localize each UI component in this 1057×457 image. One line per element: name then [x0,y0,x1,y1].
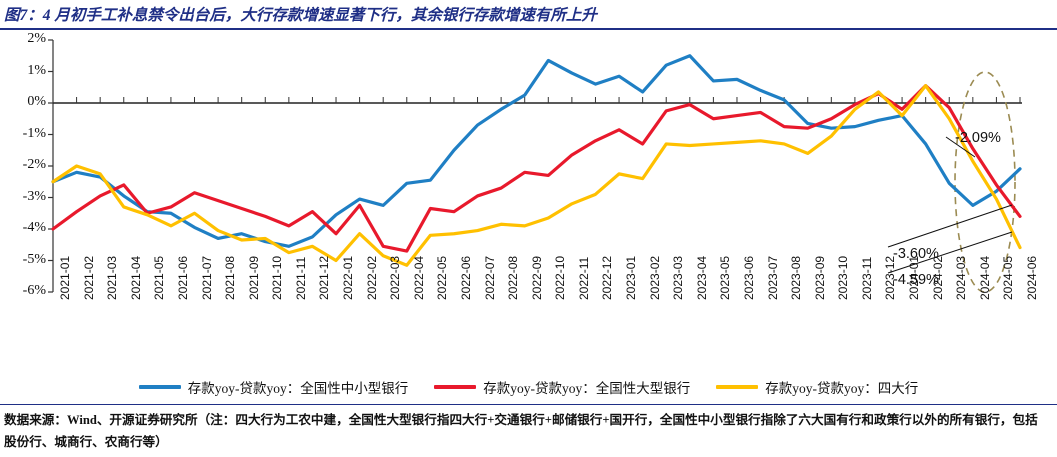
x-axis-tick-label: 2023-04 [694,255,709,300]
line-chart-plot [48,39,1022,293]
x-axis-tick-label: 2023-05 [718,255,733,300]
x-axis-tick-label: 2021-12 [317,255,332,300]
x-axis-tick-label: 2023-02 [647,255,662,300]
x-axis-tick-label: 2021-07 [199,255,214,300]
page-title: 图7：4 月初手工补息禁令出台后，大行存款增速显著下行，其余银行存款增速有所上升 [4,7,597,24]
legend-label: 存款yoy-贷款yoy：四大行 [765,381,919,396]
x-axis-tick-label: 2024-06 [1025,255,1039,300]
x-axis-tick-label: 2023-09 [812,255,827,300]
y-axis-tick-label: -1% [22,125,46,141]
x-axis-tick-label: 2023-08 [789,255,804,300]
y-axis-tick-label: -5% [22,251,46,267]
red-end-label: -3.60% [893,246,939,262]
legend-color-swatch [434,385,477,389]
x-axis-tick-label: 2023-01 [624,255,639,300]
legend-item[interactable]: 存款yoy-贷款yoy：全国性大型银行 [434,377,690,397]
x-axis-tick-label: 2024-05 [1001,255,1016,300]
y-axis-tick-label: -4% [22,220,46,235]
x-axis-tick-label: 2022-06 [458,255,473,300]
legend-color-swatch [716,385,759,389]
x-axis-tick-label: 2022-05 [435,255,450,300]
x-axis-tick-label: 2023-06 [741,255,756,300]
x-axis-tick-label: 2021-11 [293,256,308,300]
legend-item[interactable]: 存款yoy-贷款yoy：四大行 [716,377,918,397]
x-axis-tick-label: 2023-07 [765,255,780,300]
x-axis-tick-label: 2021-03 [105,255,120,300]
legend-label: 存款yoy-贷款yoy：全国性中小型银行 [187,381,409,396]
y-axis-tick-label: 1% [27,62,46,78]
y-axis-tick-label: -6% [22,283,46,298]
y-axis-tick-label: 0% [27,94,46,109]
figure-title-bar: 图7：4 月初手工补息禁令出台后，大行存款增速显著下行，其余银行存款增速有所上升 [0,0,1057,30]
footer-divider [0,404,1057,405]
x-axis-tick-label: 2022-01 [341,255,356,300]
x-axis-tick-label: 2021-09 [246,255,261,300]
legend-label: 存款yoy-贷款yoy：全国性大型银行 [483,381,691,396]
x-axis-tick-label: 2022-02 [364,255,379,300]
legend-color-swatch [138,385,181,389]
x-axis-tick-label: 2021-02 [81,255,96,300]
x-axis-tick-label: 2022-04 [411,255,426,300]
y-axis-tick-label: -3% [22,188,46,204]
x-axis-tick-label: 2022-12 [600,255,615,300]
chart-legend: 存款yoy-贷款yoy：全国性中小型银行 存款yoy-贷款yoy：全国性大型银行 存… [0,374,1057,400]
x-axis-tick-label: 2021-10 [270,255,285,300]
legend-item[interactable]: 存款yoy-贷款yoy：全国性中小型银行 [138,377,409,397]
x-axis-tick-label: 2023-03 [671,255,686,300]
x-axis-tick-label: 2022-09 [529,255,544,300]
y-axis-tick-label: 2% [27,31,46,46]
x-axis-tick-label: 2024-04 [977,255,992,300]
x-axis-tick-label: 2024-03 [954,255,969,300]
x-axis-tick-label: 2022-07 [482,255,497,300]
x-axis-tick-label: 2021-06 [175,255,190,300]
x-axis-tick-label: 2021-04 [128,255,143,300]
x-axis-tick-label: 2022-08 [506,255,521,300]
blue-end-label: -2.09% [955,130,1001,146]
x-axis-tick-label: 2022-11 [576,256,591,300]
x-axis-tick-label: 2023-10 [836,255,851,300]
x-axis-tick-label: 2023-11 [859,256,874,300]
source-note: 数据来源：Wind、开源证券研究所（注：四大行为工农中建，全国性大型银行指四大行… [4,413,1038,449]
x-axis-tick-label: 2021-01 [58,255,72,300]
chart-area: 2% 1% 0% -1% -2% -3% -4% -5% -6% 2021-01 2021-02 2… [0,31,1057,372]
title-divider [0,28,1057,30]
x-axis-tick-label: 2022-03 [388,255,403,300]
y-axis-tick-label: -2% [22,157,46,172]
x-axis-tick-label: 2021-05 [152,255,167,300]
yellow-end-label: -4.59% [893,272,939,288]
x-axis-tick-label: 2021-08 [223,255,238,300]
x-axis-tick-label: 2022-10 [553,255,568,300]
